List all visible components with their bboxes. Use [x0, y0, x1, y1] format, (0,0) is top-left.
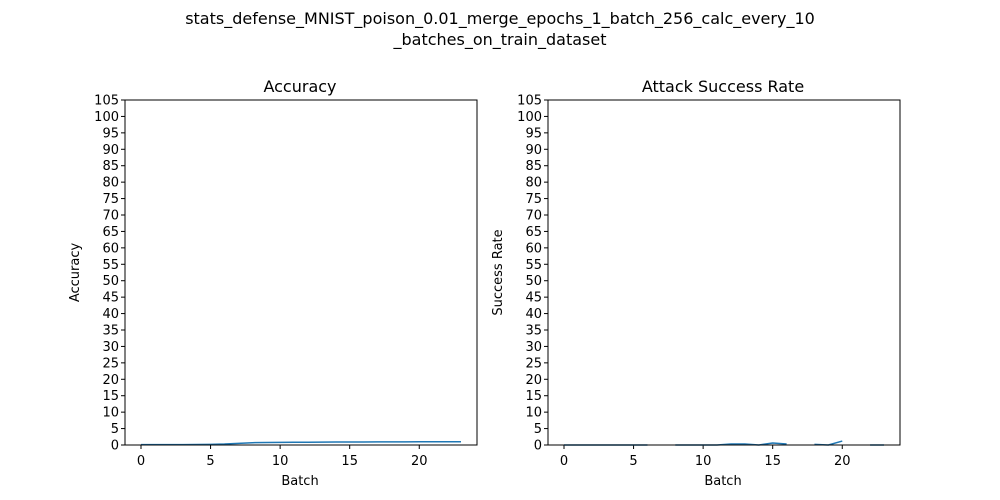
- attack-success-rate-y-tick-label: 45: [525, 291, 542, 306]
- attack-success-rate-y-tick-label: 75: [525, 192, 542, 207]
- accuracy-y-axis-label: Accuracy: [68, 243, 83, 303]
- attack-success-rate-y-tick-label: 5: [534, 422, 542, 437]
- accuracy-y-tick-label: 85: [102, 159, 119, 174]
- attack-success-rate-x-tick-label: 15: [764, 454, 781, 469]
- attack-success-rate-y-tick-label: 90: [525, 143, 542, 158]
- attack-success-rate-y-tick-label: 50: [525, 274, 542, 289]
- attack-success-rate-y-tick-label: 40: [525, 307, 542, 322]
- accuracy-chart-title: Accuracy: [263, 77, 336, 96]
- attack-success-rate-x-axis-label: Batch: [704, 474, 741, 489]
- attack-success-rate-chart: Attack Success Rate Batch Success Rate 0…: [491, 77, 901, 489]
- accuracy-y-tick-label: 15: [102, 389, 119, 404]
- accuracy-y-tick-label: 70: [102, 209, 119, 224]
- attack-success-rate-y-axis-label: Success Rate: [491, 229, 506, 315]
- accuracy-y-tick-label: 60: [102, 241, 119, 256]
- accuracy-y-tick-label: 35: [102, 324, 119, 339]
- attack-success-rate-y-tick-label: 55: [525, 258, 542, 273]
- accuracy-axes-frame: [124, 99, 478, 446]
- attack-success-rate-y-tick-label: 95: [525, 126, 542, 141]
- accuracy-y-tick-label: 105: [94, 94, 119, 109]
- accuracy-y-tick-label: 75: [102, 192, 119, 207]
- attack-success-rate-axes-frame: [547, 99, 901, 446]
- attack-success-rate-x-tick-label: 0: [560, 454, 568, 469]
- attack-success-rate-y-tick-label: 20: [525, 373, 542, 388]
- accuracy-y-tick-label: 45: [102, 291, 119, 306]
- attack-success-rate-y-tick-label: 15: [525, 389, 542, 404]
- accuracy-x-axis-label: Batch: [281, 474, 318, 489]
- attack-success-rate-y-tick-label: 80: [525, 176, 542, 191]
- accuracy-y-tick-label: 0: [111, 439, 119, 454]
- figure-suptitle-line-1: stats_defense_MNIST_poison_0.01_merge_ep…: [185, 9, 815, 29]
- attack-success-rate-y-tick-label: 65: [525, 225, 542, 240]
- accuracy-chart: Accuracy Batch Accuracy 0510152025303540…: [68, 77, 478, 489]
- accuracy-y-tick-label: 80: [102, 176, 119, 191]
- attack-success-rate-chart-title: Attack Success Rate: [642, 77, 804, 96]
- attack-success-rate-y-tick-label: 105: [517, 94, 542, 109]
- attack-success-rate-y-tick-label: 35: [525, 324, 542, 339]
- attack-success-rate-y-tick-label: 10: [525, 406, 542, 421]
- accuracy-y-tick-label: 40: [102, 307, 119, 322]
- accuracy-y-tick-label: 25: [102, 356, 119, 371]
- accuracy-y-tick-label: 55: [102, 258, 119, 273]
- accuracy-x-tick-label: 10: [272, 454, 289, 469]
- attack-success-rate-y-tick-label: 85: [525, 159, 542, 174]
- accuracy-x-tick-label: 20: [411, 454, 428, 469]
- attack-success-rate-x-tick-label: 5: [629, 454, 637, 469]
- accuracy-y-tick-label: 30: [102, 340, 119, 355]
- attack-success-rate-x-tick-label: 10: [695, 454, 712, 469]
- accuracy-y-tick-label: 100: [94, 110, 119, 125]
- attack-success-rate-y-tick-label: 0: [534, 439, 542, 454]
- accuracy-y-tick-label: 10: [102, 406, 119, 421]
- accuracy-y-tick-label: 50: [102, 274, 119, 289]
- accuracy-y-tick-label: 5: [111, 422, 119, 437]
- figure-suptitle-line-2: _batches_on_train_dataset: [392, 30, 606, 50]
- accuracy-y-tick-label: 90: [102, 143, 119, 158]
- attack-success-rate-y-tick-label: 70: [525, 209, 542, 224]
- accuracy-x-tick-label: 15: [341, 454, 358, 469]
- accuracy-y-tick-label: 95: [102, 126, 119, 141]
- attack-success-rate-y-tick-label: 25: [525, 356, 542, 371]
- attack-success-rate-y-tick-label: 60: [525, 241, 542, 256]
- attack-success-rate-y-tick-label: 100: [517, 110, 542, 125]
- attack-success-rate-y-tick-label: 30: [525, 340, 542, 355]
- accuracy-x-tick-label: 5: [206, 454, 214, 469]
- accuracy-y-tick-label: 65: [102, 225, 119, 240]
- accuracy-y-tick-label: 20: [102, 373, 119, 388]
- accuracy-x-tick-label: 0: [137, 454, 145, 469]
- attack-success-rate-x-tick-label: 20: [834, 454, 851, 469]
